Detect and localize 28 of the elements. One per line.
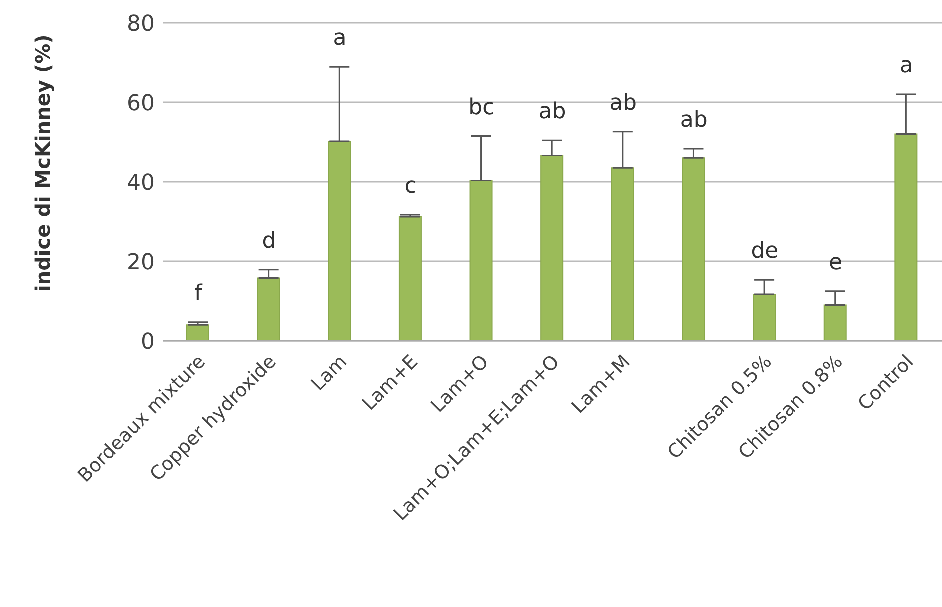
- bar: [753, 294, 776, 341]
- bar: [682, 158, 706, 341]
- annotation: a: [333, 26, 347, 52]
- annotation: ab: [538, 100, 566, 125]
- y-tick-label: 0: [141, 330, 155, 355]
- y-axis-title: indice di McKinney (%): [31, 34, 56, 292]
- bar: [894, 134, 918, 341]
- annotation: de: [751, 239, 779, 264]
- bar: [470, 180, 493, 341]
- bar: [824, 304, 847, 341]
- annotation: ab: [680, 108, 708, 134]
- bar: [328, 140, 352, 341]
- bar: [398, 216, 422, 341]
- bar: [611, 168, 634, 341]
- annotation: ab: [610, 90, 638, 116]
- annotation: f: [194, 281, 204, 306]
- annotation: bc: [468, 95, 495, 120]
- y-tick-label: 40: [127, 170, 155, 196]
- annotation: e: [829, 250, 843, 276]
- bar: [257, 278, 280, 341]
- y-tick-label: 80: [127, 12, 155, 37]
- y-tick-label: 20: [127, 250, 155, 276]
- annotation: c: [404, 174, 417, 199]
- bar: [540, 155, 564, 341]
- annotation: d: [262, 228, 276, 254]
- y-tick-label: 60: [127, 91, 155, 116]
- annotation: a: [900, 54, 914, 79]
- bar: [186, 324, 210, 341]
